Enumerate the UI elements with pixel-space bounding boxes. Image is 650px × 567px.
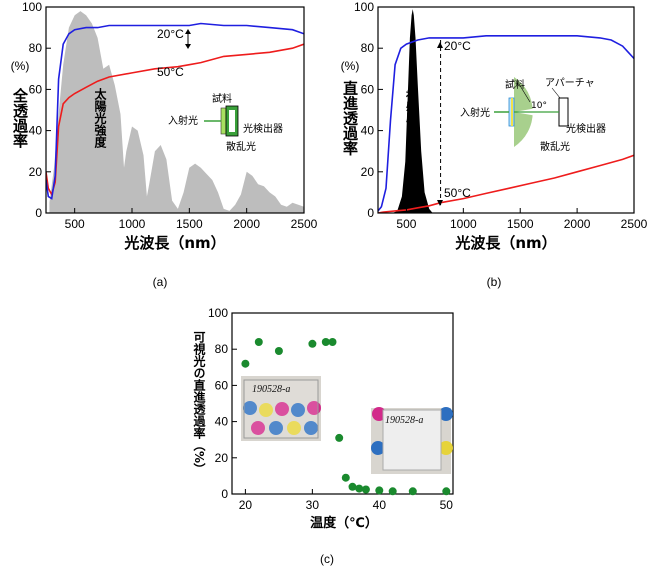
data-point [254, 338, 263, 346]
panel-c-xlabel: 温度（℃） [310, 515, 378, 531]
detector-window [229, 110, 235, 132]
panel-c-ytick-80: 80 [215, 342, 229, 356]
panel-b-ytick-0: 0 [367, 206, 374, 220]
panel-c-xtick-20: 20 [239, 498, 253, 512]
data-point [308, 339, 317, 348]
panel-b-ytick-100: 100 [354, 0, 374, 14]
data-point [408, 487, 417, 496]
panel-c-ylabel: 可視光の直進透過率（%） [192, 331, 206, 475]
panel-a-ytick-0: 0 [35, 206, 42, 220]
data-point [388, 487, 397, 496]
panel-b-xtick-1500: 1500 [507, 217, 534, 231]
panel-c-caption: (c) [320, 552, 334, 566]
setup-diagram-b: 試料 アパーチャ 10° 入射光 光検出器 散乱光 [460, 77, 606, 153]
data-point [442, 487, 451, 496]
label-50c: 50°C [157, 65, 184, 79]
delta-arrow [185, 29, 191, 49]
panel-a-ytick-80: 80 [29, 41, 43, 55]
panel-a-xtick-2000: 2000 [233, 217, 260, 231]
panel-b-xtick-1000: 1000 [450, 217, 477, 231]
data-point [348, 482, 357, 491]
panel-a-ytick-60: 60 [29, 82, 43, 96]
label-20c-b: 20°C [444, 39, 471, 53]
data-point [341, 473, 350, 482]
panel-a-xtick-500: 500 [65, 217, 85, 231]
scattered-label-b: 散乱光 [540, 140, 570, 153]
panel-b-ylabel: 直進透過率 [341, 80, 359, 157]
panel-c-ytick-100: 100 [208, 306, 228, 320]
panel-c-ytick-0: 0 [221, 487, 228, 501]
panel-c-xtick-40: 40 [373, 498, 387, 512]
sample-plate [220, 107, 227, 135]
detector-box-b [558, 97, 569, 127]
data-point [328, 338, 337, 346]
panel-a-chart: 500 1000 1500 2000 2500 0 20 40 60 80 100 光波長（nm）… [11, 0, 318, 252]
detector-label-a: 光検出器 [243, 122, 283, 135]
series-20c-line-b [378, 35, 634, 212]
photo-inset-opaque: 190528-a [371, 407, 453, 474]
panel-a-ytick-40: 40 [29, 124, 43, 138]
data-point [335, 433, 344, 442]
photo-label-2: 190528-a [385, 415, 423, 426]
data-point [274, 347, 283, 355]
panel-a-xlabel: 光波長（nm） [123, 234, 225, 252]
panel-b-xtick-2000: 2000 [564, 217, 591, 231]
panel-a-ytick-20: 20 [29, 165, 43, 179]
data-point [361, 485, 370, 494]
aperture-label: アパーチャ [545, 77, 595, 89]
panel-c-xtick-50: 50 [440, 498, 454, 512]
data-point [321, 338, 330, 346]
panel-c-frame [231, 312, 454, 495]
panel-b-xlabel: 光波長（nm） [454, 234, 556, 252]
setup-diagram-a: 試料 入射光 光検出器 散乱光 [168, 92, 283, 153]
panel-c-ytick-60: 60 [215, 378, 229, 392]
data-point [375, 486, 384, 495]
data-point [241, 359, 250, 368]
detector-label-b: 光検出器 [566, 122, 606, 135]
panel-a-xtick-1000: 1000 [119, 217, 146, 231]
panel-b-ytick-20: 20 [361, 165, 375, 179]
photo-label-1: 190528-a [252, 384, 290, 395]
panel-b-xtick-2500: 2500 [621, 217, 648, 231]
panel-a-ylabel: 全透過率 [11, 87, 29, 149]
solar-spectrum-area [49, 11, 304, 213]
incident-label-b: 入射光 [460, 106, 490, 119]
arrows-b [437, 42, 443, 206]
panel-c-xtick-30: 30 [306, 498, 320, 512]
panel-a-yunit: (%) [11, 59, 30, 73]
series-50c-line-b [378, 154, 634, 213]
sample-label-a: 試料 [212, 92, 232, 105]
incident-label-a: 入射光 [168, 114, 198, 127]
panel-b-frame [377, 6, 635, 214]
solar-intensity-label: 太陽光強度 [93, 87, 107, 149]
panel-a-ytick-100: 100 [22, 0, 42, 14]
panel-b-caption: (b) [487, 275, 502, 289]
data-point [355, 484, 364, 493]
panel-b-ytick-60: 60 [361, 82, 375, 96]
panel-a-xtick-1500: 1500 [176, 217, 203, 231]
series-20c-line [46, 22, 304, 200]
panel-b-chart: 500 1000 1500 2000 2500 0 20 40 60 80 100 光波長（nm）… [341, 0, 648, 252]
panel-a-caption: (a) [153, 275, 168, 289]
label-20c: 20°C [157, 27, 184, 41]
label-50c-b: 50°C [444, 186, 471, 200]
visibility-label: 視感度 [405, 88, 419, 123]
angle-label: 10° [531, 101, 547, 111]
panel-b-xtick-500: 500 [396, 217, 416, 231]
panel-b-ytick-40: 40 [361, 124, 375, 138]
panel-b-yunit: (%) [341, 59, 360, 73]
sample-label-b: 試料 [505, 78, 525, 91]
panel-c-ytick-40: 40 [215, 415, 229, 429]
scattered-label-a: 散乱光 [226, 140, 256, 153]
panel-a-frame [45, 6, 305, 214]
visibility-curve-area [392, 9, 433, 213]
photo-inset-transparent: 190528-a [241, 376, 321, 441]
panel-c-ytick-20: 20 [215, 451, 229, 465]
panel-b-ytick-80: 80 [361, 41, 375, 55]
panel-a-xtick-2500: 2500 [291, 217, 318, 231]
